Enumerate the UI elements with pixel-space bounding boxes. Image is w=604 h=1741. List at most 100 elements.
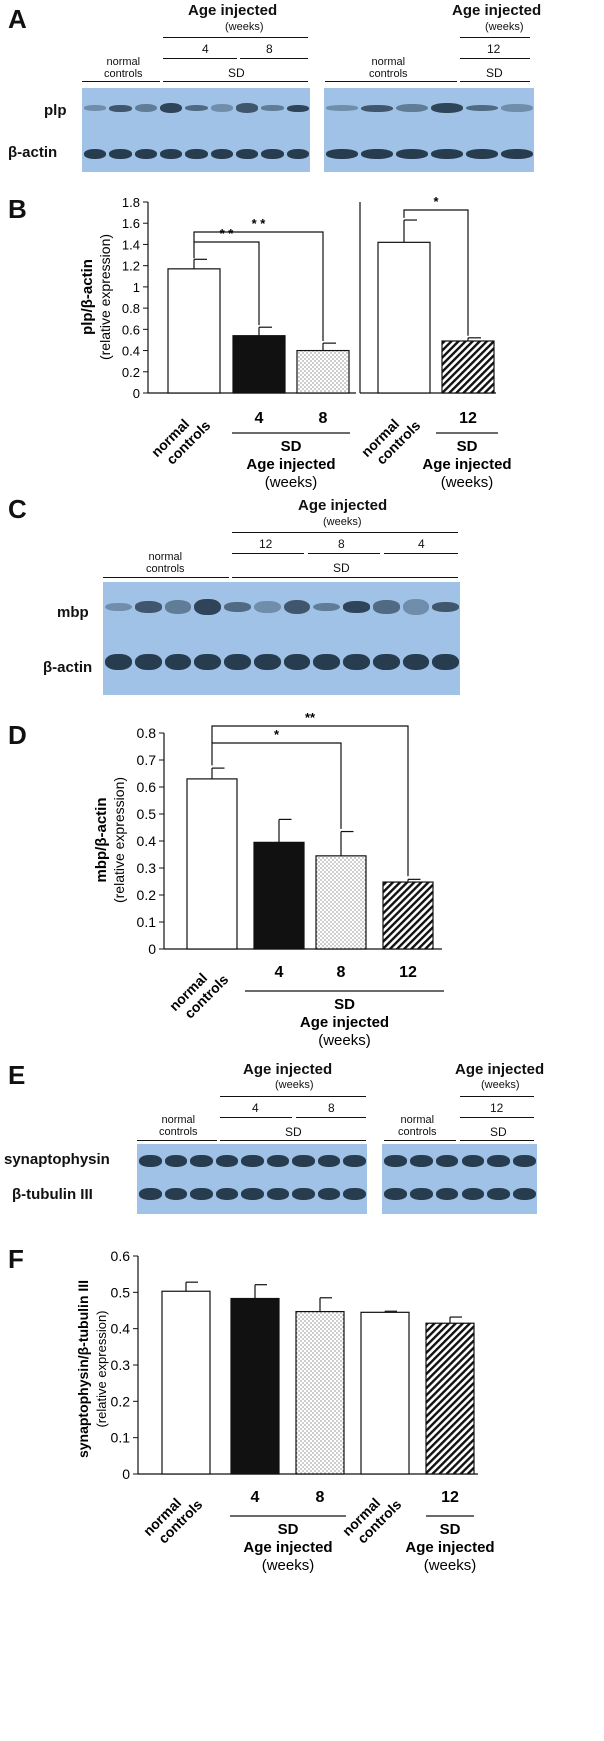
normal-controls-label-e-right: normal controls (398, 1114, 437, 1138)
blot-row-label-beta-actin-a: β-actin (8, 144, 58, 161)
panel-letter-d: D (8, 720, 27, 750)
age-injected-title-e-right: Age injected (455, 1061, 545, 1078)
blot-band (139, 1155, 162, 1167)
group-label-age-injected: Age injected (300, 1014, 389, 1031)
blot-band (372, 654, 400, 670)
blot-band (224, 602, 251, 612)
y-tick-label: 1.4 (122, 237, 140, 252)
bar (230, 1297, 280, 1475)
bar (167, 268, 221, 394)
week-8-label-c: 8 (338, 537, 345, 551)
panel-letter-b: B (8, 194, 27, 224)
normal-controls-label-a-left: normal controls (104, 56, 143, 80)
y-tick-label: 0.4 (137, 833, 157, 849)
group-label-sd-left: SD (281, 438, 302, 455)
sd-label-e-right: SD (490, 1125, 507, 1139)
blot-band (253, 600, 281, 614)
group-label-age-injected-left: Age injected (243, 1539, 332, 1556)
bar (315, 855, 367, 950)
x-category-label: 12 (459, 410, 477, 427)
blot-band (317, 1188, 341, 1200)
panel-letter-e: E (8, 1060, 26, 1090)
blot-band (134, 103, 157, 113)
x-category-label: 12 (399, 964, 417, 981)
y-tick-label: 0 (148, 941, 156, 957)
blot-band (190, 1188, 213, 1200)
group-label-weeks: (weeks) (318, 1032, 371, 1049)
blot-band (402, 599, 430, 615)
blot-band (326, 149, 358, 159)
age-injected-title-c: Age injected (298, 497, 388, 514)
sd-label-a-right: SD (486, 66, 503, 80)
bar (186, 778, 238, 950)
significance-marker: * (433, 194, 439, 209)
weeks-unit-a-left: (weeks) (225, 21, 264, 33)
normal-controls-label-a-right: normal controls (369, 56, 408, 80)
y-axis-sublabel: (relative expression) (111, 777, 127, 903)
blot-band (317, 1155, 341, 1167)
bar (425, 1322, 475, 1475)
normal-controls-label-c: normal controls (146, 551, 185, 575)
y-tick-label: 1.8 (122, 195, 140, 210)
y-axis-sublabel: (relative expression) (94, 1310, 109, 1427)
x-category-label: 8 (316, 1489, 325, 1506)
blot-band (236, 149, 259, 159)
blot-band (292, 1155, 315, 1167)
y-tick-label: 0.1 (137, 914, 157, 930)
blot-band (164, 1188, 188, 1200)
group-label-age-injected-left: Age injected (246, 456, 335, 473)
y-tick-label: 0.2 (111, 1393, 131, 1409)
blot-band (194, 599, 221, 615)
x-category-label: normalcontrols (140, 1485, 206, 1551)
blot-row-label-beta-actin-c: β-actin (43, 659, 93, 676)
blot-band (109, 149, 132, 159)
x-category-label: normalcontrols (358, 406, 424, 472)
y-tick-label: 0.4 (122, 344, 140, 359)
blot-band (461, 1188, 485, 1200)
western-blot-e-right (382, 1144, 537, 1214)
weeks-unit-e-left: (weeks) (275, 1079, 314, 1091)
blot-band (210, 104, 233, 112)
blot-band (286, 104, 309, 112)
group-label-sd-right: SD (457, 438, 478, 455)
y-axis-label: plp/β-actin (79, 259, 96, 335)
blot-band (134, 654, 162, 670)
blot-row-label-mbp: mbp (57, 604, 89, 621)
blot-band (109, 104, 132, 112)
sd-label-c: SD (333, 561, 350, 575)
blot-band (261, 105, 284, 111)
blot-band (431, 103, 463, 113)
blot-band (513, 1155, 536, 1167)
y-axis-sublabel: (relative expression) (97, 234, 113, 360)
blot-band (286, 149, 309, 159)
weeks-unit-e-right: (weeks) (481, 1079, 520, 1091)
week-4-label-c: 4 (418, 537, 425, 551)
blot-band (466, 104, 498, 112)
blot-row-label-beta-tubulin: β-tubulin III (12, 1186, 93, 1203)
y-tick-label: 1.2 (122, 259, 140, 274)
x-category-label: 4 (275, 964, 284, 981)
y-tick-label: 1.6 (122, 216, 140, 231)
blot-band (215, 1188, 239, 1200)
y-tick-label: 0.3 (137, 860, 157, 876)
group-label-weeks-right: (weeks) (424, 1557, 477, 1574)
x-category-label: 4 (255, 410, 264, 427)
blot-band (164, 654, 192, 670)
group-label-sd: SD (334, 996, 355, 1013)
blot-band (84, 149, 107, 159)
week-12-label-c: 12 (259, 537, 273, 551)
blot-band (134, 149, 157, 159)
significance-bracket (211, 742, 342, 829)
bar (382, 881, 434, 950)
y-tick-label: 0.5 (111, 1284, 131, 1300)
blot-band (343, 601, 370, 613)
blot-band (513, 1188, 536, 1200)
week-12-label-e: 12 (490, 1101, 504, 1115)
y-tick-label: 0.3 (111, 1357, 131, 1373)
sd-label-e-left: SD (285, 1125, 302, 1139)
blot-band (396, 149, 428, 159)
panel-letter-a: A (8, 4, 27, 34)
blot-band (253, 654, 281, 670)
blot-band (372, 600, 400, 614)
blot-band (361, 149, 393, 159)
